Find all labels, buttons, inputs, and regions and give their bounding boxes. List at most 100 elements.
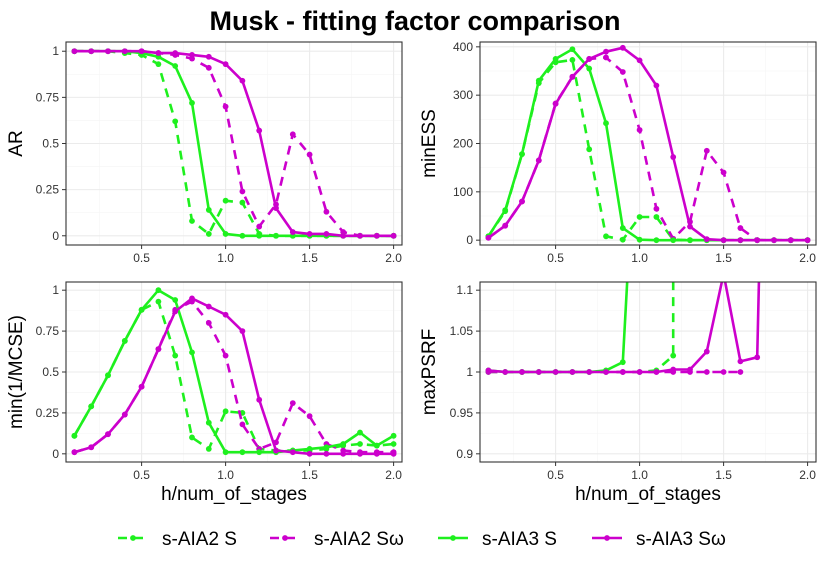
data-point xyxy=(189,434,195,441)
data-point xyxy=(273,232,279,239)
data-point xyxy=(357,441,363,447)
data-point xyxy=(71,48,78,55)
data-point xyxy=(390,450,397,457)
data-point xyxy=(502,369,509,375)
legend-item: s-AIA2 Sω xyxy=(270,529,404,550)
data-point xyxy=(323,450,330,457)
legend-key-point xyxy=(282,535,288,541)
legend-key-point xyxy=(604,535,610,541)
legend-item: s-AIA2 S xyxy=(118,529,237,550)
y-tick-label: 300 xyxy=(453,88,473,102)
data-point xyxy=(172,63,179,69)
x-tick-label: 1.0 xyxy=(217,251,234,265)
data-point xyxy=(239,421,246,428)
y-axis-label: min(1/MCSE) xyxy=(6,315,27,429)
data-point xyxy=(603,120,609,127)
y-tick-label: 0.95 xyxy=(450,406,474,420)
x-tick-label: 0.5 xyxy=(547,468,564,482)
data-point xyxy=(121,338,128,344)
data-point xyxy=(390,432,397,439)
data-point xyxy=(373,450,380,457)
data-point xyxy=(390,441,397,447)
data-point xyxy=(256,396,263,403)
data-point xyxy=(502,222,509,229)
data-point xyxy=(323,444,330,451)
data-point xyxy=(289,131,296,138)
y-tick-label: 100 xyxy=(453,185,473,199)
data-point xyxy=(205,320,212,326)
data-point xyxy=(390,232,397,239)
data-point xyxy=(306,413,313,420)
data-point xyxy=(737,358,744,365)
x-tick-label: 1.5 xyxy=(715,468,732,482)
data-point xyxy=(340,441,347,447)
data-point xyxy=(485,234,492,241)
data-point xyxy=(737,225,744,231)
y-tick-label: 0.5 xyxy=(42,137,59,151)
data-point xyxy=(569,369,576,375)
data-point xyxy=(619,69,626,75)
x-tick-label: 1.5 xyxy=(715,251,732,265)
legend-key-point xyxy=(450,535,456,541)
data-point xyxy=(172,308,179,315)
data-point xyxy=(552,100,559,107)
data-point xyxy=(636,127,643,133)
data-point xyxy=(485,367,492,374)
data-point xyxy=(653,214,660,220)
x-tick-label: 0.5 xyxy=(133,251,150,265)
data-point xyxy=(306,151,313,158)
data-point xyxy=(552,369,559,375)
x-tick-label: 0.5 xyxy=(547,251,564,265)
data-point xyxy=(205,419,212,426)
legend-item: s-AIA3 S xyxy=(438,529,557,550)
data-point xyxy=(172,50,179,56)
panel-2: 0.5 1.0 1.5 2.0 0 0.25 0.5 0.75 1 min(1/MCSE) h/nu… xyxy=(6,281,403,505)
data-point xyxy=(273,205,279,211)
data-point xyxy=(653,205,660,212)
y-tick-label: 0.9 xyxy=(456,447,473,461)
data-point xyxy=(222,103,229,110)
data-point xyxy=(586,56,593,62)
data-point xyxy=(357,429,363,436)
data-point xyxy=(703,369,710,375)
x-tick-label: 2.0 xyxy=(385,251,402,265)
data-point xyxy=(340,232,347,239)
y-tick-label: 0 xyxy=(52,229,59,243)
data-point xyxy=(121,411,128,418)
data-point xyxy=(189,349,195,356)
data-point xyxy=(670,237,677,244)
data-point xyxy=(155,61,162,68)
data-point xyxy=(306,446,313,452)
legend: s-AIA2 S s-AIA2 Sω s-AIA3 S s-AIA3 Sω xyxy=(118,529,726,550)
data-point xyxy=(205,207,212,213)
y-tick-label: 1.1 xyxy=(456,283,473,297)
y-tick-label: 0.5 xyxy=(42,365,59,379)
figure-title: Musk - fitting factor comparison xyxy=(209,6,620,36)
data-point xyxy=(603,54,609,61)
data-point xyxy=(222,197,229,204)
x-tick-label: 2.0 xyxy=(799,468,816,482)
data-point xyxy=(138,306,145,313)
data-point xyxy=(340,450,347,457)
data-point xyxy=(239,199,246,206)
data-point xyxy=(569,56,576,63)
x-tick-label: 2.0 xyxy=(385,468,402,482)
data-point xyxy=(357,232,363,239)
data-point xyxy=(603,233,609,240)
data-point xyxy=(619,236,626,243)
data-point xyxy=(552,56,559,62)
data-point xyxy=(670,366,677,373)
data-point xyxy=(189,218,195,224)
data-point xyxy=(670,154,677,160)
data-point xyxy=(306,231,313,237)
series-layer xyxy=(485,282,761,375)
y-tick-label: 0.25 xyxy=(36,406,60,420)
legend-label: s-AIA3 Sω xyxy=(636,529,726,550)
data-point xyxy=(256,223,263,230)
x-tick-label: 1.5 xyxy=(301,251,318,265)
data-point xyxy=(205,303,212,310)
data-point xyxy=(239,77,246,84)
data-point xyxy=(189,52,195,58)
data-point xyxy=(222,449,229,456)
data-point xyxy=(535,157,542,164)
